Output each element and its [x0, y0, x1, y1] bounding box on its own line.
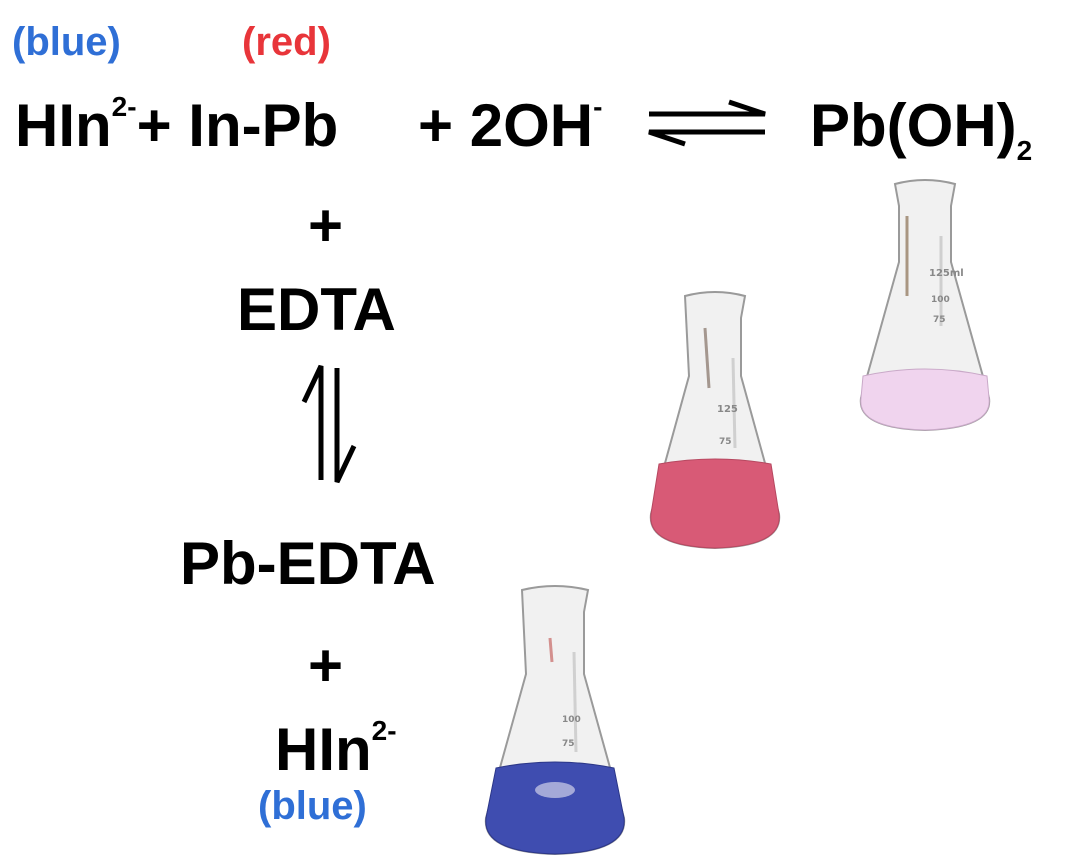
svg-text:75: 75 — [562, 739, 575, 749]
product-lead-hydroxide: Pb(OH)2 — [810, 96, 1032, 165]
equation-hydroxide: + 2OH- — [418, 93, 602, 156]
blue-label-bottom: (blue) — [258, 784, 367, 828]
hin-bottom: HIn — [275, 716, 372, 783]
hin-bottom-charge: 2- — [371, 715, 397, 746]
blue-solution-flask: 100 75 — [484, 585, 626, 856]
equilibrium-arrow-vertical — [301, 364, 357, 484]
product-subscript: 2 — [1016, 135, 1033, 166]
svg-text:125: 125 — [717, 404, 738, 415]
svg-text:75: 75 — [719, 437, 732, 447]
hydroxide: 2OH — [469, 92, 594, 159]
edta: EDTA — [237, 276, 396, 343]
hin-species: HIn — [15, 92, 112, 159]
svg-text:100: 100 — [562, 715, 581, 725]
equilibrium-arrow-horizontal — [648, 99, 766, 147]
inpb-complex: In-Pb — [188, 92, 339, 159]
plus-edta: + — [308, 192, 344, 259]
equation-top-left: HIn2-+ In-Pb — [15, 93, 338, 156]
plus-sign: + — [136, 92, 172, 159]
red-solution-flask: 125 75 — [649, 291, 781, 550]
svg-text:100: 100 — [931, 295, 950, 305]
plus-sign-2: + — [418, 92, 454, 159]
pb-edta: Pb-EDTA — [180, 530, 436, 597]
hin-charge: 2- — [111, 91, 137, 122]
svg-text:125ml: 125ml — [929, 268, 964, 279]
svg-text:75: 75 — [933, 315, 946, 325]
red-label-top: (red) — [242, 20, 331, 64]
product-formula: Pb(OH) — [810, 92, 1017, 159]
hin-free-indicator: HIn2- — [275, 717, 397, 780]
hydroxide-charge: - — [593, 91, 603, 122]
plus-hin: + — [308, 632, 344, 699]
blue-label-top: (blue) — [12, 20, 121, 64]
pink-precipitate-flask: 125ml 100 75 — [859, 179, 991, 432]
